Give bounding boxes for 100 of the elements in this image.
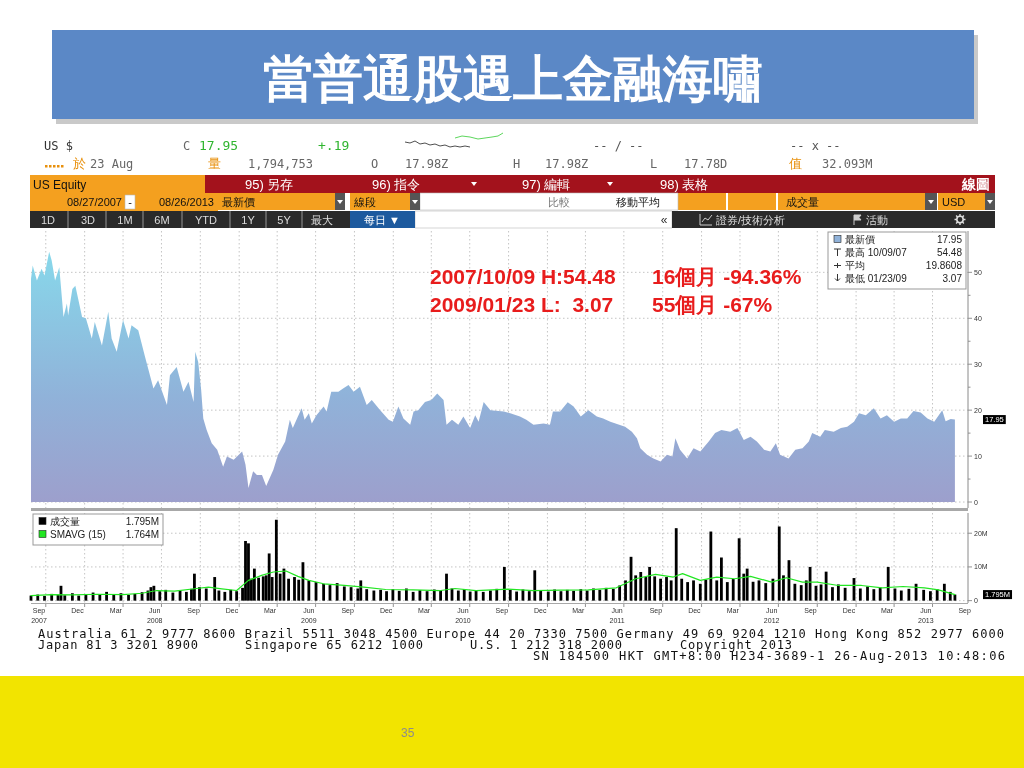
- bar: [171, 592, 175, 601]
- annotation: 3.07: [942, 273, 963, 284]
- text: 35: [401, 726, 415, 740]
- bar: [858, 588, 862, 601]
- legend-label: SMAVG (15): [50, 529, 106, 540]
- bar: [634, 575, 638, 601]
- bar: [274, 519, 278, 601]
- bar: [379, 589, 383, 601]
- text: US Equity: [33, 178, 87, 192]
- bar: [674, 528, 678, 601]
- bar: [737, 538, 741, 601]
- bar: [235, 591, 239, 601]
- bar: [618, 585, 622, 601]
- bar: [715, 580, 719, 601]
- bar: [585, 590, 589, 601]
- text: 5Y: [277, 214, 292, 226]
- text: C: [183, 139, 191, 153]
- bar: [359, 580, 363, 601]
- annotation: 55個月 -67%: [652, 293, 773, 316]
- bar: [307, 580, 311, 601]
- bar: [799, 585, 803, 601]
- text: 95) 另存: [245, 177, 294, 192]
- bar: [133, 593, 137, 601]
- bar: [843, 587, 847, 601]
- bar: [502, 566, 506, 601]
- bar: [293, 577, 296, 601]
- bar: [445, 573, 448, 601]
- bar: [648, 566, 652, 601]
- bar: [872, 589, 876, 601]
- bar: [98, 594, 102, 601]
- bar: [624, 580, 627, 601]
- text: 移動平均: [616, 196, 660, 208]
- bar: [468, 591, 472, 601]
- bar: [565, 589, 569, 601]
- bar: [720, 557, 723, 601]
- text: 證券/技術分析: [716, 214, 786, 226]
- bar: [342, 586, 346, 601]
- bar: [462, 589, 466, 601]
- legend-label: 成交量: [50, 516, 80, 527]
- text: 17.78D: [684, 157, 728, 171]
- bar: [665, 577, 668, 601]
- bar: [297, 579, 301, 601]
- bar: [127, 594, 130, 601]
- bar: [598, 589, 602, 601]
- bar: [77, 595, 81, 601]
- text: -- x --: [790, 139, 841, 153]
- text: U.S. 1 212 318 2000: [470, 638, 622, 652]
- bar: [604, 587, 608, 601]
- bar: [184, 591, 188, 601]
- bar: [267, 553, 271, 601]
- bar: [198, 587, 201, 601]
- text: 17.95: [199, 138, 239, 153]
- bar: [745, 568, 749, 601]
- text: Copyright 2013: [680, 638, 792, 652]
- text: 最新價: [222, 196, 255, 208]
- bar: [777, 526, 781, 601]
- bar: [824, 571, 828, 601]
- annotation: 19.8608: [925, 260, 963, 271]
- annotation: 2007/10/09 H:54.48: [430, 265, 616, 288]
- text: 1M: [117, 214, 133, 226]
- bar: [553, 589, 557, 601]
- bar: [244, 540, 247, 601]
- text: 於: [73, 156, 86, 171]
- annotation: 1.795M: [125, 516, 159, 527]
- bar: [495, 588, 499, 601]
- bar: [515, 591, 518, 601]
- bar: [411, 591, 415, 601]
- text: +.19: [318, 138, 350, 153]
- annotation: 17.95: [936, 234, 963, 245]
- text: US $: [44, 139, 73, 153]
- legend-label: 最新價: [845, 234, 875, 245]
- bar: [432, 589, 436, 601]
- bar: [942, 583, 946, 601]
- bar: [539, 590, 543, 601]
- bar: [899, 590, 903, 601]
- bar: [385, 591, 388, 601]
- annotation: 平均: [845, 260, 865, 271]
- bar: [397, 590, 401, 601]
- annotation: 1.764M: [125, 529, 159, 540]
- bar: [204, 588, 208, 601]
- bar: [886, 566, 890, 601]
- bar: [731, 579, 735, 601]
- bar: [709, 531, 713, 601]
- bar: [725, 582, 729, 601]
- bar: [929, 591, 932, 601]
- bar: [372, 590, 376, 601]
- bar: [836, 584, 840, 601]
- text: 3D: [80, 214, 96, 226]
- bar: [686, 582, 690, 601]
- bar: [669, 580, 673, 601]
- text: 17.98Z: [405, 157, 449, 171]
- text: 08/27/2007: [66, 196, 122, 208]
- text: YTD: [195, 214, 218, 226]
- text: 最大: [311, 214, 333, 226]
- annotation: 最低 01/23/09: [845, 273, 908, 284]
- text: 1Y: [241, 214, 256, 226]
- bar: [831, 587, 834, 601]
- bar: [404, 588, 408, 601]
- bar: [692, 580, 695, 601]
- annotation: 2009/01/23 L: 3.07: [430, 293, 614, 316]
